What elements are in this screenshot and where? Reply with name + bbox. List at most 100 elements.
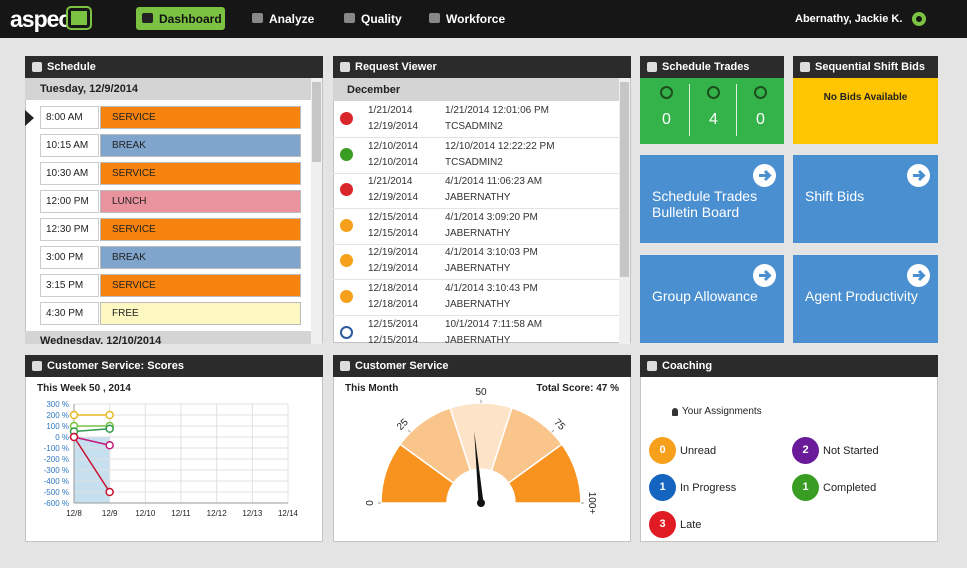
scroll-thumb[interactable] bbox=[312, 82, 321, 162]
time-cell: 12:00 PM bbox=[40, 190, 99, 213]
assignment-label[interactable]: Late bbox=[680, 519, 702, 531]
nav-tile[interactable]: Shift Bids bbox=[793, 155, 938, 243]
date: Tuesday, 12/9/2014 bbox=[40, 83, 139, 95]
panel-header: Customer Service bbox=[333, 355, 631, 377]
nav-tile[interactable]: Group Allowance bbox=[640, 255, 784, 343]
nav-item[interactable]: Analyze bbox=[246, 7, 326, 30]
panel-title: Schedule Trades bbox=[662, 61, 750, 73]
panel-header: Schedule bbox=[25, 56, 323, 78]
activity-cell: BREAK bbox=[100, 134, 301, 157]
coaching-panel: Coaching Your Assignments 0 Unread 2 Not Star… bbox=[640, 355, 938, 542]
request-user: JABERNATHY bbox=[445, 227, 511, 239]
request-submitted: 4/1/2014 3:10:43 PM bbox=[445, 283, 538, 294]
month-bar bbox=[333, 78, 619, 101]
request-user: JABERNATHY bbox=[445, 263, 511, 275]
coaching-subtitle: Your Assignments bbox=[682, 406, 762, 417]
row-divider bbox=[333, 208, 619, 210]
request-user: TCSADMIN2 bbox=[445, 156, 503, 168]
arrow bbox=[913, 169, 926, 182]
trade-divider bbox=[736, 84, 737, 136]
settings-icon[interactable] bbox=[912, 12, 926, 26]
panel-icon bbox=[340, 62, 350, 72]
panel-header: Sequential Shift Bids bbox=[793, 56, 938, 78]
arrow bbox=[759, 169, 772, 182]
count-badge[interactable]: 1 bbox=[649, 474, 676, 501]
nav-tile[interactable]: Agent Productivity bbox=[793, 255, 938, 343]
request-user: JABERNATHY bbox=[445, 334, 511, 344]
assignment-label[interactable]: Completed bbox=[823, 482, 877, 494]
request-end: 12/19/2014 bbox=[368, 263, 419, 275]
arrow bbox=[913, 269, 926, 282]
panel-title: Schedule bbox=[47, 61, 96, 73]
panel-title: Customer Service bbox=[355, 360, 449, 372]
request-user: JABERNATHY bbox=[445, 299, 511, 310]
user-name[interactable]: Abernathy, Jackie K. bbox=[795, 13, 903, 25]
assignment-label[interactable]: In Progress bbox=[680, 482, 737, 494]
nav-label: Dashboard bbox=[159, 12, 222, 26]
tile-arrow bbox=[753, 264, 776, 287]
assignment-label[interactable]: Not Started bbox=[823, 445, 879, 457]
request-submitted: 4/1/2014 3:10:03 PM bbox=[445, 247, 538, 259]
scroll-thumb[interactable] bbox=[620, 82, 629, 277]
tile-arrow bbox=[907, 164, 930, 187]
request-end: 12/15/2014 bbox=[368, 334, 419, 344]
current-marker bbox=[25, 110, 34, 126]
nav-item[interactable]: Quality bbox=[338, 7, 416, 30]
activity-cell: LUNCH bbox=[100, 190, 301, 213]
activity-cell: SERVICE bbox=[100, 162, 301, 185]
bids-message: No Bids Available bbox=[823, 92, 908, 103]
activity-cell: SERVICE bbox=[100, 218, 301, 241]
request-start: 12/10/2014 bbox=[368, 140, 419, 152]
tile-arrow bbox=[907, 264, 930, 287]
row-divider bbox=[333, 172, 619, 174]
trade-divider bbox=[689, 84, 690, 136]
trade-icon bbox=[660, 86, 673, 99]
assignment-label[interactable]: Unread bbox=[680, 445, 717, 457]
count-badge[interactable]: 2 bbox=[792, 437, 819, 464]
service-period: This Month bbox=[345, 383, 399, 394]
time-cell: 12:30 PM bbox=[40, 218, 99, 241]
time-cell: 8:00 AM bbox=[40, 106, 99, 129]
nav-icon bbox=[344, 13, 355, 23]
status-icon bbox=[340, 218, 353, 232]
panel-body: December 1/21/2014 1/21/2014 12:01:06 PM 12… bbox=[333, 78, 631, 344]
request-submitted: 4/1/2014 3:09:20 PM bbox=[445, 211, 538, 223]
trade-icon bbox=[707, 86, 720, 99]
request-start: 1/21/2014 bbox=[368, 176, 413, 188]
total-score: Total Score: 47 % bbox=[536, 383, 619, 394]
row-divider bbox=[333, 137, 619, 138]
panel-header: Customer Service: Scores bbox=[25, 355, 323, 377]
request-end: 12/19/2014 bbox=[368, 192, 419, 204]
date-bar bbox=[25, 78, 311, 100]
logo-mark bbox=[66, 6, 92, 30]
panel-header: Schedule Trades bbox=[640, 56, 784, 78]
panel-body: Tuesday, 12/9/2014 8:00 AM SERVICE 10:15 AM… bbox=[25, 78, 323, 344]
nav-item[interactable]: Workforce bbox=[423, 7, 513, 30]
panel-icon bbox=[340, 361, 350, 371]
row-divider bbox=[333, 279, 619, 281]
count-badge[interactable]: 0 bbox=[649, 437, 676, 464]
time-cell: 3:15 PM bbox=[40, 274, 99, 297]
trade-count: 0 bbox=[662, 111, 671, 128]
request-user: JABERNATHY bbox=[445, 192, 511, 204]
service-panel: Customer Service This Month Total Score: 4… bbox=[333, 355, 631, 542]
status-icon bbox=[340, 290, 353, 303]
count-badge[interactable]: 3 bbox=[649, 511, 676, 538]
nav-item[interactable]: Dashboard bbox=[136, 7, 225, 30]
request-end: 12/10/2014 bbox=[368, 156, 419, 168]
tile-label: Schedule Trades Bulletin Board bbox=[652, 188, 758, 220]
panel-icon bbox=[32, 361, 42, 371]
status-icon bbox=[340, 325, 353, 339]
person-icon bbox=[672, 408, 678, 416]
time-cell: 10:30 AM bbox=[40, 162, 99, 185]
status-icon bbox=[340, 112, 353, 125]
trade-count: 0 bbox=[756, 111, 765, 128]
scores-subtitle: This Week 50 , 2014 bbox=[37, 383, 131, 394]
request-panel: Request Viewer December 1/21/2014 1/21/2014… bbox=[333, 56, 631, 344]
request-submitted: 12/10/2014 12:22:22 PM bbox=[445, 140, 555, 152]
trades-panel: Schedule Trades 0 4 0 bbox=[640, 56, 784, 144]
request-start: 1/21/2014 bbox=[368, 105, 413, 116]
count-badge[interactable]: 1 bbox=[792, 474, 819, 501]
nav-tile[interactable]: Schedule Trades Bulletin Board bbox=[640, 155, 784, 243]
